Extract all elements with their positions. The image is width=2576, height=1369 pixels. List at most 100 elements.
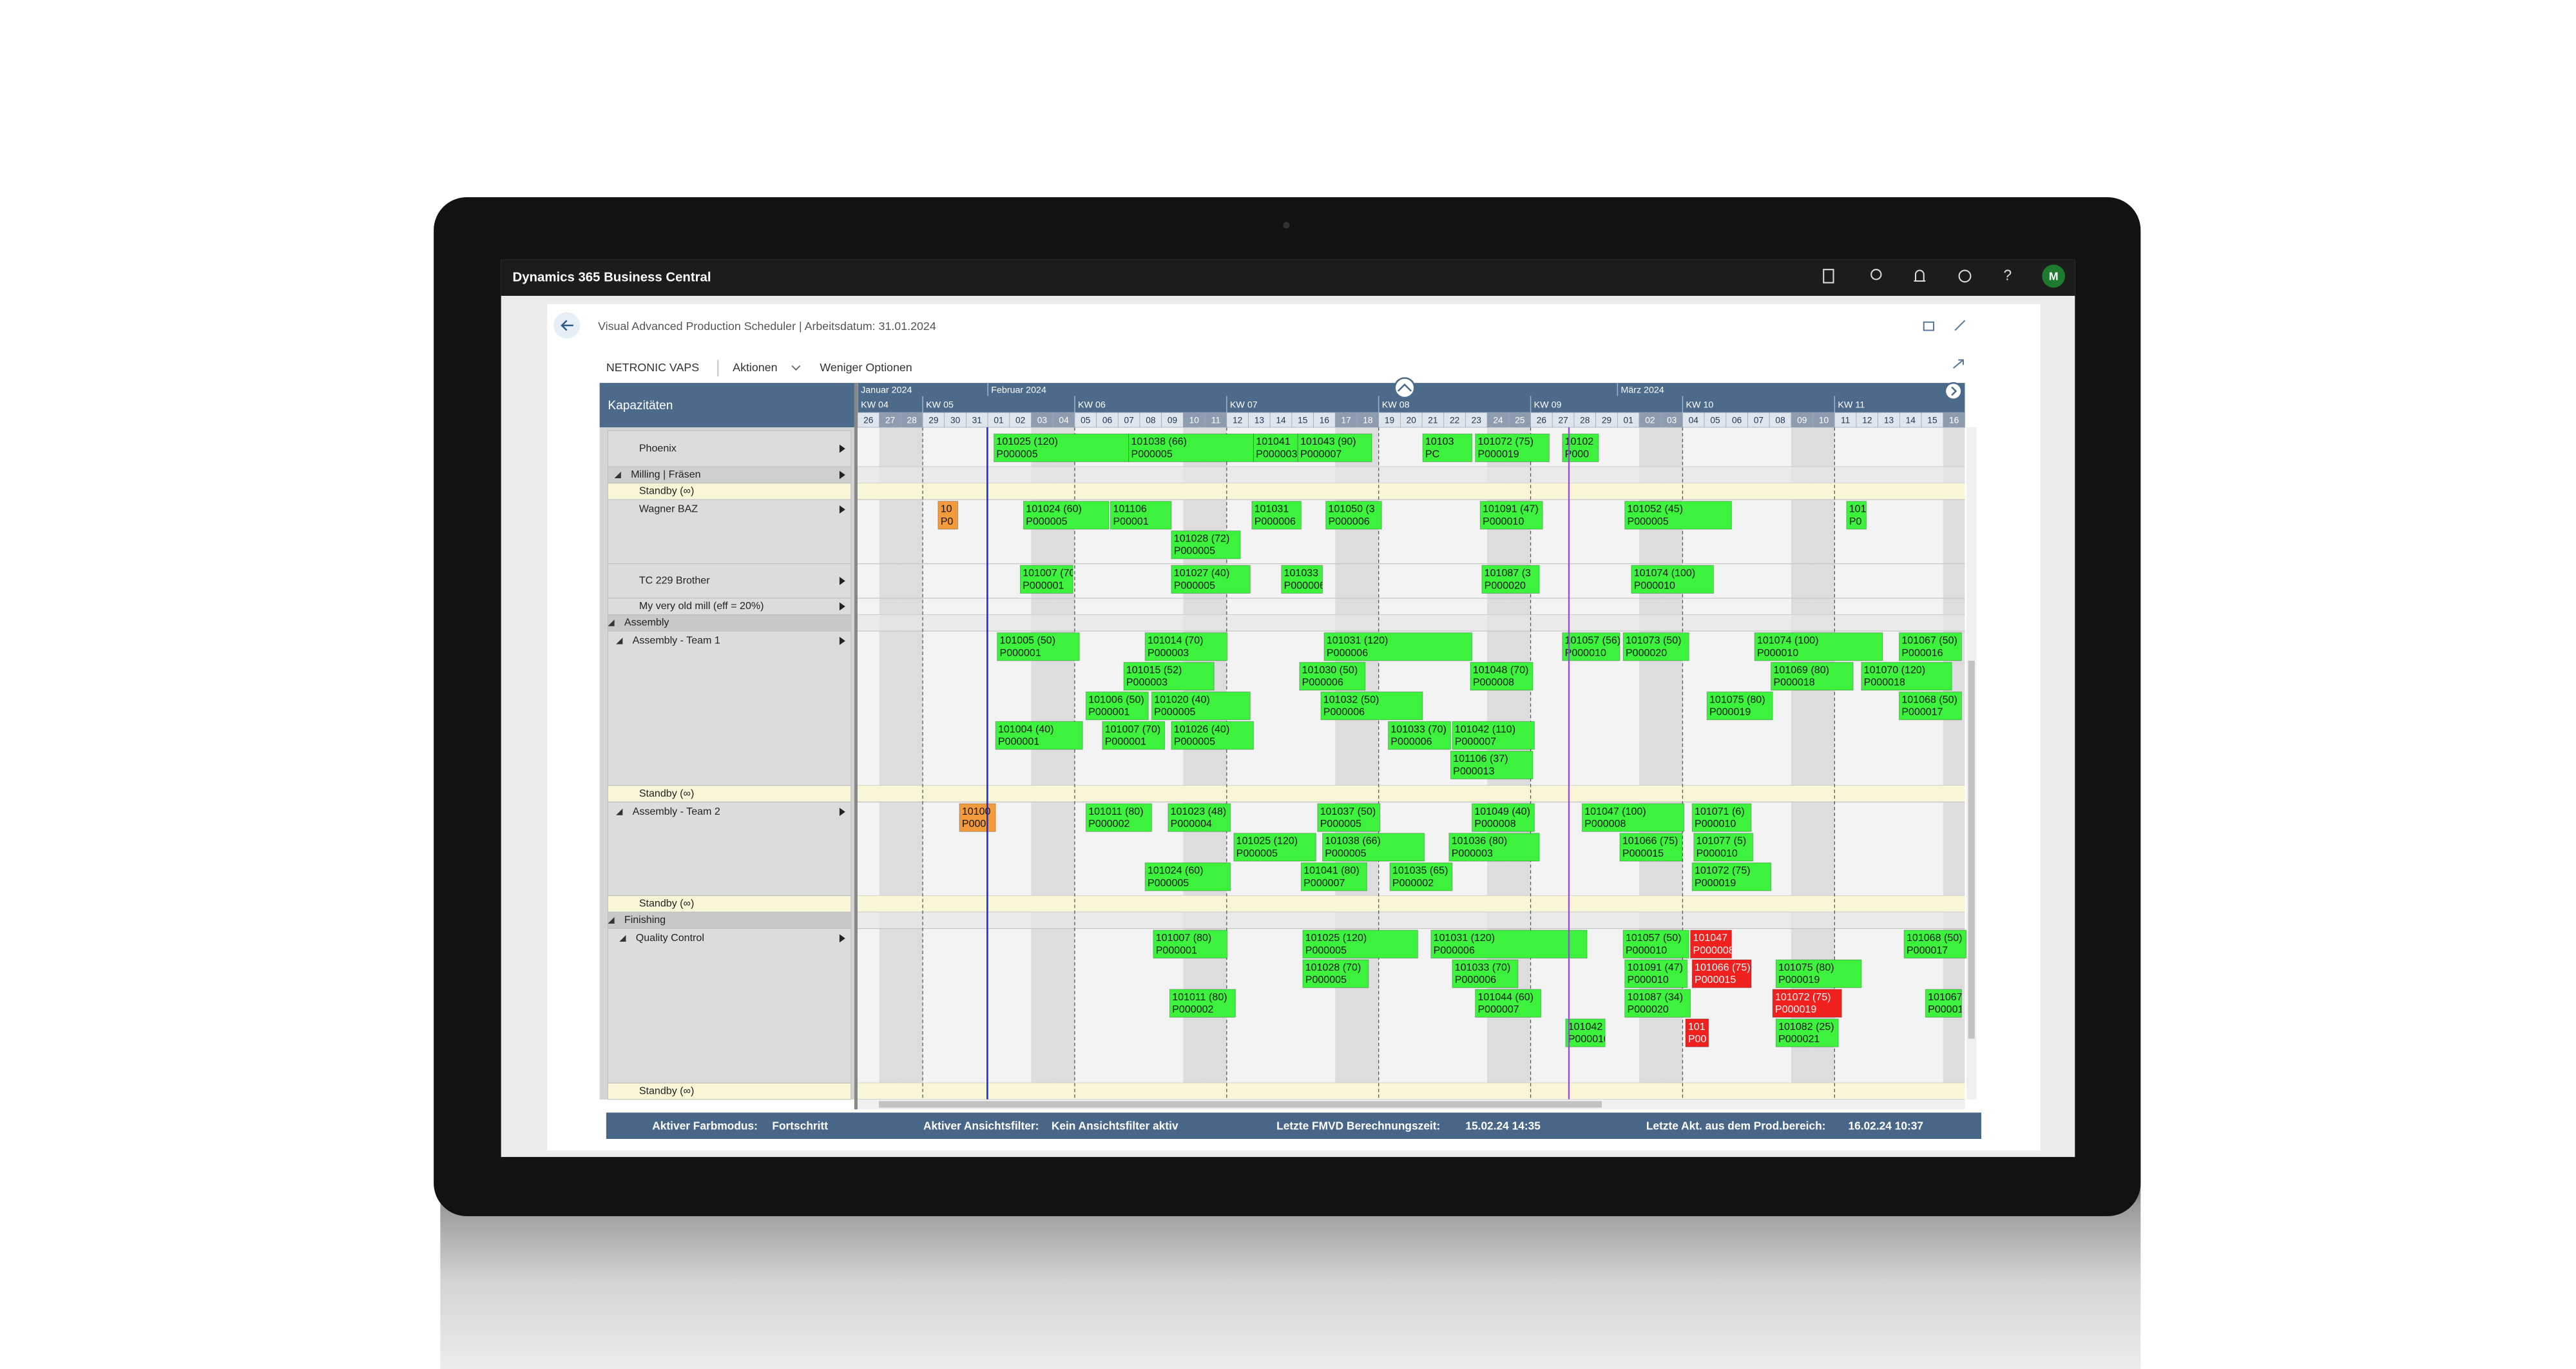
task-bar[interactable] [1565, 1018, 1606, 1047]
task[interactable]: 101020 (40)P000005 [1151, 691, 1251, 721]
task[interactable]: 101035 (65)P000002 [1389, 862, 1453, 891]
task-bar[interactable] [1581, 803, 1684, 832]
task[interactable]: 101031 (120)P000006 [1323, 632, 1473, 661]
task-bar[interactable] [1475, 433, 1550, 463]
task-bar[interactable] [1452, 721, 1535, 750]
task-bar[interactable] [1171, 565, 1251, 594]
task[interactable]: 101041 (80)P000007 [1300, 862, 1367, 891]
task[interactable]: 101043 (90)P000007 [1297, 433, 1372, 463]
task-bar[interactable] [1430, 929, 1588, 959]
collapse-header-button[interactable] [1394, 377, 1416, 399]
task[interactable]: 101074 (100)P000010 [1631, 565, 1714, 594]
task-bar[interactable] [1168, 803, 1231, 832]
task[interactable]: 101068 (50)P000017 [1898, 691, 1962, 721]
icon-search[interactable] [1870, 269, 1882, 280]
task-bar[interactable] [1302, 959, 1369, 988]
task-bar[interactable] [1151, 691, 1251, 721]
task[interactable]: 101030 (50)P000006 [1299, 662, 1366, 691]
task[interactable]: 101057 (56)P000010 [1562, 632, 1620, 661]
avatar-initial[interactable]: M [2049, 269, 2059, 282]
task[interactable]: 101004 (40)P000001 [995, 721, 1083, 750]
task-bar[interactable] [1903, 929, 1967, 959]
task-bar[interactable] [937, 501, 959, 530]
task[interactable]: 101033 (70)P000006 [1452, 959, 1519, 988]
task-bar[interactable] [1300, 862, 1367, 891]
task-bar[interactable] [1422, 433, 1473, 463]
collapse-toggle[interactable] [608, 619, 615, 626]
task-bar[interactable] [1754, 632, 1883, 661]
task-bar[interactable] [1299, 662, 1366, 691]
task-bar[interactable] [1281, 565, 1323, 594]
task-bar[interactable] [1171, 721, 1254, 750]
task[interactable]: 101007 (70)P000001 [1019, 565, 1078, 594]
task-bar[interactable] [1691, 862, 1772, 891]
task[interactable]: 101072 (75)P000019 [1691, 862, 1772, 891]
icon-doc[interactable] [1823, 269, 1834, 284]
task-bar[interactable] [1846, 501, 1867, 530]
task[interactable]: 101075 (80)P000019 [1706, 691, 1773, 721]
icon-bell[interactable] [1914, 269, 1926, 282]
task-bar[interactable] [1690, 929, 1732, 959]
task-bar[interactable] [1102, 721, 1166, 750]
task[interactable]: 101025 (120)P000005 [994, 433, 1129, 463]
collapse-header-icon[interactable] [1397, 383, 1412, 392]
row-menu-arrow[interactable] [839, 934, 845, 943]
task[interactable]: 101075 (80)P000019 [1775, 959, 1862, 988]
task-bar[interactable] [1624, 989, 1691, 1018]
task-bar[interactable] [1470, 662, 1533, 691]
task-bar[interactable] [1023, 501, 1110, 530]
task-bar[interactable] [1251, 501, 1302, 530]
task-bar[interactable] [1452, 959, 1519, 988]
task-bar[interactable] [1144, 632, 1228, 661]
task[interactable]: 101052 (45)P000005 [1624, 501, 1732, 530]
row-menu-arrow[interactable] [839, 471, 845, 480]
task-bar[interactable] [1169, 989, 1236, 1018]
task[interactable]: 101026 (40)P000005 [1171, 721, 1254, 750]
task-bar[interactable] [959, 803, 996, 832]
row-menu-arrow[interactable] [839, 444, 845, 453]
task[interactable]: 101011 (80)P000002 [1085, 803, 1152, 832]
row-menu-arrow[interactable] [839, 576, 845, 585]
task-bar[interactable] [1685, 1018, 1709, 1047]
task[interactable]: 101066 (75)P000015 [1619, 833, 1683, 862]
menu-item[interactable]: Weniger Optionen [820, 361, 912, 374]
task-bar[interactable] [1171, 530, 1241, 559]
task[interactable]: 101024 (60)P000005 [1144, 862, 1231, 891]
task-bar[interactable] [1693, 833, 1754, 862]
task-bar[interactable] [1450, 750, 1533, 780]
task[interactable]: 101047 (100)P000008 [1581, 803, 1684, 832]
task[interactable]: 101071 (6)P000010 [1691, 803, 1752, 832]
task-bar[interactable] [1323, 632, 1473, 661]
collapse-toggle[interactable] [614, 471, 621, 479]
row-menu-arrow[interactable] [839, 808, 845, 816]
task-bar[interactable] [1475, 989, 1542, 1018]
task[interactable]: 101042 (110)P000007 [1452, 721, 1535, 750]
task[interactable]: 101066 (75)P000015 [1691, 959, 1752, 988]
back-arrow[interactable] [561, 320, 573, 331]
avatar[interactable] [2042, 264, 2066, 288]
task[interactable]: 101073 (50)P000020 [1622, 632, 1689, 661]
task[interactable]: 101087 (34)P000020 [1624, 989, 1691, 1018]
task-bar[interactable] [1771, 662, 1854, 691]
task[interactable]: 101067 (50)P000016 [1898, 632, 1962, 661]
task[interactable]: 101072 (75)P000019 [1475, 433, 1550, 463]
vertical-scroll-thumb[interactable] [1968, 661, 1975, 1039]
row-menu-arrow[interactable] [839, 602, 845, 611]
task-bar[interactable] [1861, 662, 1952, 691]
task-bar[interactable] [1619, 833, 1683, 862]
task[interactable]: 101072 (75)P000019 [1772, 989, 1842, 1018]
task[interactable]: 101091 (47)P000010 [1479, 501, 1543, 530]
task-bar[interactable] [1320, 691, 1423, 721]
task-bar[interactable] [1481, 565, 1540, 594]
task-bar[interactable] [1389, 862, 1453, 891]
task-bar[interactable] [1302, 929, 1418, 959]
task-bar[interactable] [1925, 989, 1962, 1018]
